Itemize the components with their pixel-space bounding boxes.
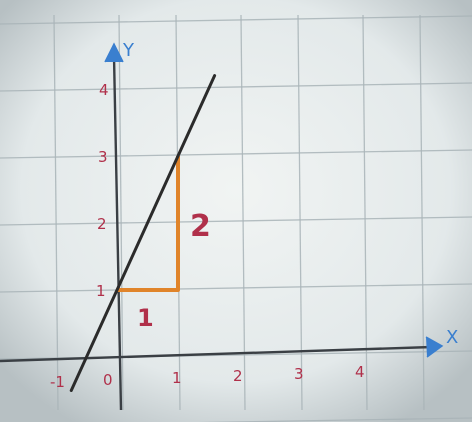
x-tick-label: -1	[50, 373, 65, 391]
run-label: 1	[137, 304, 154, 332]
x-tick-label: 4	[355, 363, 365, 381]
y-tick-label: 3	[98, 148, 108, 166]
y-tick-label: 1	[96, 282, 106, 300]
x-tick-label: 3	[294, 365, 304, 383]
x-axis-label: X	[446, 327, 458, 348]
y-axis-label: Y	[122, 40, 135, 61]
y-tick-label: 2	[97, 215, 107, 233]
x-tick-label: 2	[233, 367, 243, 385]
x-tick-label: 0	[103, 371, 113, 389]
x-tick-label: 1	[172, 369, 182, 387]
rise-label: 2	[190, 209, 211, 244]
y-tick-label: 4	[99, 81, 109, 99]
